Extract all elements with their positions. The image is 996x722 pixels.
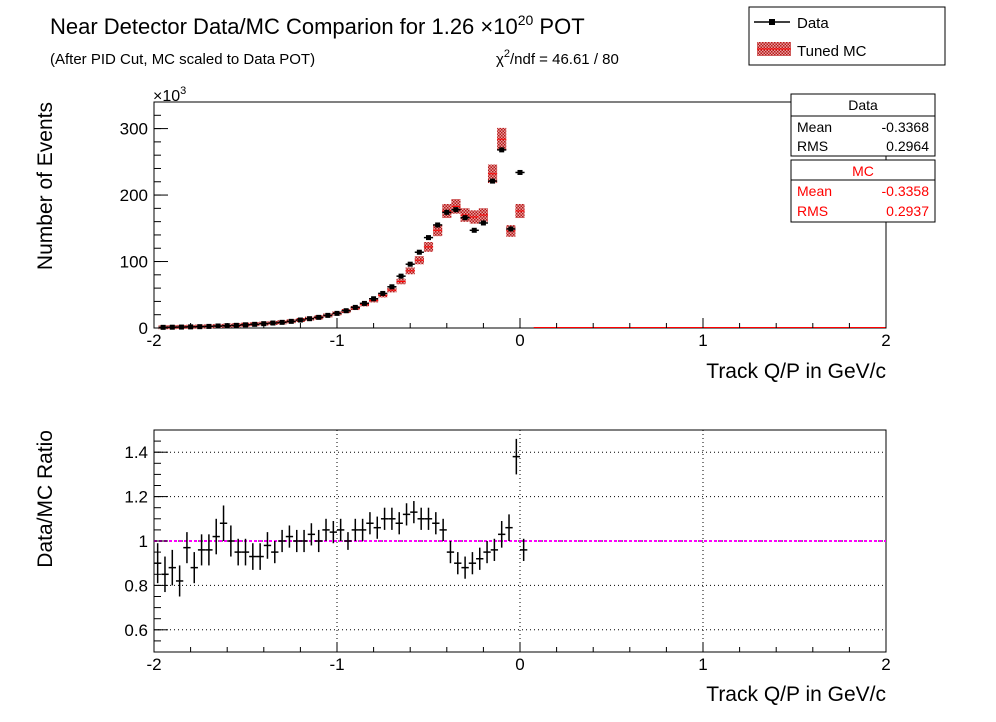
data-point-marker (453, 207, 459, 213)
y-tick-label: 100 (120, 253, 148, 272)
stats-mc-frame (790, 159, 936, 223)
x-tick-label: 1 (698, 331, 707, 350)
data-point-marker (490, 178, 496, 184)
data-point-marker (316, 314, 322, 320)
x-tick-label: -2 (146, 331, 161, 350)
data-point-marker (343, 308, 349, 314)
data-point-marker (389, 284, 395, 290)
data-point-marker (380, 290, 386, 296)
data-point-marker (352, 304, 358, 310)
chart-subtitle: (After PID Cut, MC scaled to Data POT) (50, 51, 315, 68)
data-point-marker (407, 261, 413, 267)
data-point-marker (307, 316, 313, 322)
x-tick-label: -1 (329, 331, 344, 350)
data-point-marker (197, 324, 203, 330)
x-tick-label: 0 (515, 655, 524, 674)
ratio-grid (154, 430, 886, 652)
legend-data-marker (769, 19, 775, 25)
data-point-marker (416, 249, 422, 255)
chart-title: Near Detector Data/MC Comparion for 1.26… (50, 12, 585, 39)
legend-data-label: Data (797, 15, 829, 32)
top-axes: -2 -1 0 1 2 0 100 200 300 (120, 101, 891, 350)
data-point-marker (334, 310, 340, 316)
mc-bands (158, 127, 886, 330)
data-points (158, 147, 525, 330)
y-tick-label: 300 (120, 120, 148, 139)
top-panel: -2 -1 0 1 2 0 100 200 300 ×103 Track Q/P in GeV/… (34, 85, 891, 383)
stats-data-rms-label: RMS (797, 138, 828, 154)
data-point-marker (517, 169, 523, 175)
stats-data-mean-label: Mean (797, 119, 832, 135)
data-point-marker (426, 235, 431, 241)
x-tick-label: 1 (698, 655, 707, 674)
x-tick-label: -2 (146, 655, 161, 674)
data-point-marker (279, 319, 285, 325)
data-point-marker (206, 323, 212, 329)
y-multiplier: ×103 (153, 85, 186, 105)
data-point-marker (160, 324, 166, 330)
stats-data-frame (790, 93, 936, 157)
stats-mc-rms-label: RMS (797, 203, 828, 219)
data-point-marker (508, 226, 514, 232)
data-point-marker (243, 322, 248, 328)
data-point-marker (444, 209, 450, 215)
data-point-marker (371, 296, 377, 302)
x-tick-label: 2 (881, 655, 890, 674)
chi2-label: χ2/ndf = 46.61 / 80 (496, 48, 619, 68)
x-tick-label: -1 (329, 655, 344, 674)
legend-mc-label: Tuned MC (797, 43, 867, 60)
stats-mc-mean-label: Mean (797, 183, 832, 199)
stats-mc-title: MC (852, 163, 874, 179)
y-tick-label: 1 (139, 532, 148, 551)
top-y-axis-label: Number of Events (34, 102, 57, 270)
data-point-marker (398, 273, 404, 279)
x-tick-label: 2 (881, 331, 890, 350)
stats-mc-mean-value: -0.3358 (882, 183, 930, 199)
data-point-marker (462, 215, 468, 221)
data-point-marker (215, 323, 221, 329)
x-tick-label: 0 (515, 331, 524, 350)
data-point-marker (178, 324, 184, 330)
data-point-marker (297, 317, 303, 323)
data-point-marker (270, 320, 276, 326)
bottom-x-axis-label: Track Q/P in GeV/c (706, 683, 886, 706)
top-x-axis-label: Track Q/P in GeV/c (706, 360, 886, 383)
stats-mc-rms-value: 0.2937 (886, 203, 929, 219)
data-point-marker (499, 147, 505, 153)
y-tick-label: 0.8 (124, 576, 148, 595)
data-point-marker (361, 300, 367, 306)
bottom-axes: -2 -1 0 1 2 0.6 0.8 1 1.2 1.4 (124, 429, 891, 674)
legend: Data Tuned MC (748, 6, 946, 66)
stats-data-title: Data (848, 97, 878, 113)
data-point-marker (480, 220, 486, 226)
y-tick-label: 0 (139, 319, 148, 338)
y-tick-label: 200 (120, 186, 148, 205)
y-tick-label: 1.2 (124, 488, 148, 507)
bottom-panel: -2 -1 0 1 20.60.811.21.4 Track Q/P in GeV/c … (34, 429, 891, 706)
y-tick-label: 0.6 (124, 621, 148, 640)
data-point-marker (325, 312, 331, 318)
data-point-marker (471, 227, 477, 233)
data-point-marker (169, 324, 175, 330)
stats-data-rms-value: 0.2964 (886, 138, 929, 154)
data-point-marker (435, 222, 441, 228)
stats-data-mean-value: -0.3368 (882, 119, 930, 135)
data-point-marker (252, 321, 258, 327)
ratio-points (154, 438, 528, 597)
bottom-y-axis-label: Data/MC Ratio (34, 430, 57, 568)
stats-data-box: Data Mean -0.3368 RMS 0.2964 (790, 93, 936, 157)
data-point-marker (233, 322, 239, 328)
data-point-marker (288, 318, 294, 324)
stats-mc-box: MC Mean -0.3358 RMS 0.2937 (790, 159, 936, 223)
y-tick-label: 1.4 (124, 443, 148, 462)
